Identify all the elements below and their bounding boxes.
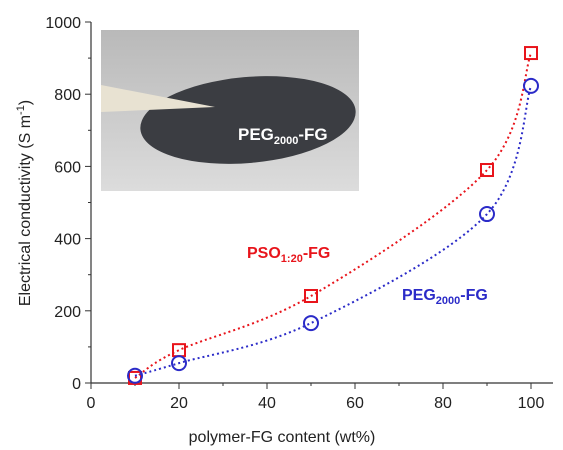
- y-tick-label: 0: [72, 376, 81, 393]
- series-label-sub: 1:20: [281, 253, 303, 265]
- x-tick-label: 20: [170, 395, 188, 412]
- marker: [525, 47, 537, 59]
- x-tick-label: 40: [258, 395, 276, 412]
- chart: PEG2000-FG polymer-FG content (wt%) Elec…: [0, 0, 563, 450]
- y-tick-label: 200: [54, 304, 81, 321]
- y-tick-label: 800: [54, 87, 81, 104]
- series-label-tail: -FG: [303, 245, 331, 262]
- y-tick-label: 400: [54, 232, 81, 249]
- inset-label-tail: -FG: [298, 125, 327, 144]
- series-label-text: PSO: [247, 245, 281, 262]
- marker: [524, 79, 538, 93]
- x-tick-label: 100: [518, 395, 545, 412]
- inset-label-sub: 2000: [274, 135, 298, 147]
- series-label-tail: -FG: [460, 287, 488, 304]
- y-tick-label: 1000: [45, 15, 81, 32]
- marker: [173, 344, 185, 356]
- marker: [304, 316, 318, 330]
- y-title-tail: ): [17, 100, 34, 105]
- y-axis-title: Electrical conductivity (S m-1): [15, 100, 34, 306]
- x-tick-label: 60: [346, 395, 364, 412]
- y-title-text: Electrical conductivity (S m: [17, 115, 34, 306]
- y-title-sup: -1: [15, 105, 27, 115]
- y-tick-label: 600: [54, 159, 81, 176]
- series-label-text: PEG: [402, 287, 436, 304]
- x-axis-title: polymer-FG content (wt%): [189, 429, 376, 446]
- series-label-sub: 2000: [436, 295, 460, 307]
- inset-photo: PEG2000-FG: [101, 30, 359, 191]
- x-tick-label: 80: [434, 395, 452, 412]
- series-label: PEG2000-FG: [402, 287, 488, 307]
- series-label: PSO1:20-FG: [247, 245, 330, 265]
- x-tick-label: 0: [87, 395, 96, 412]
- inset-label-text: PEG: [238, 125, 274, 144]
